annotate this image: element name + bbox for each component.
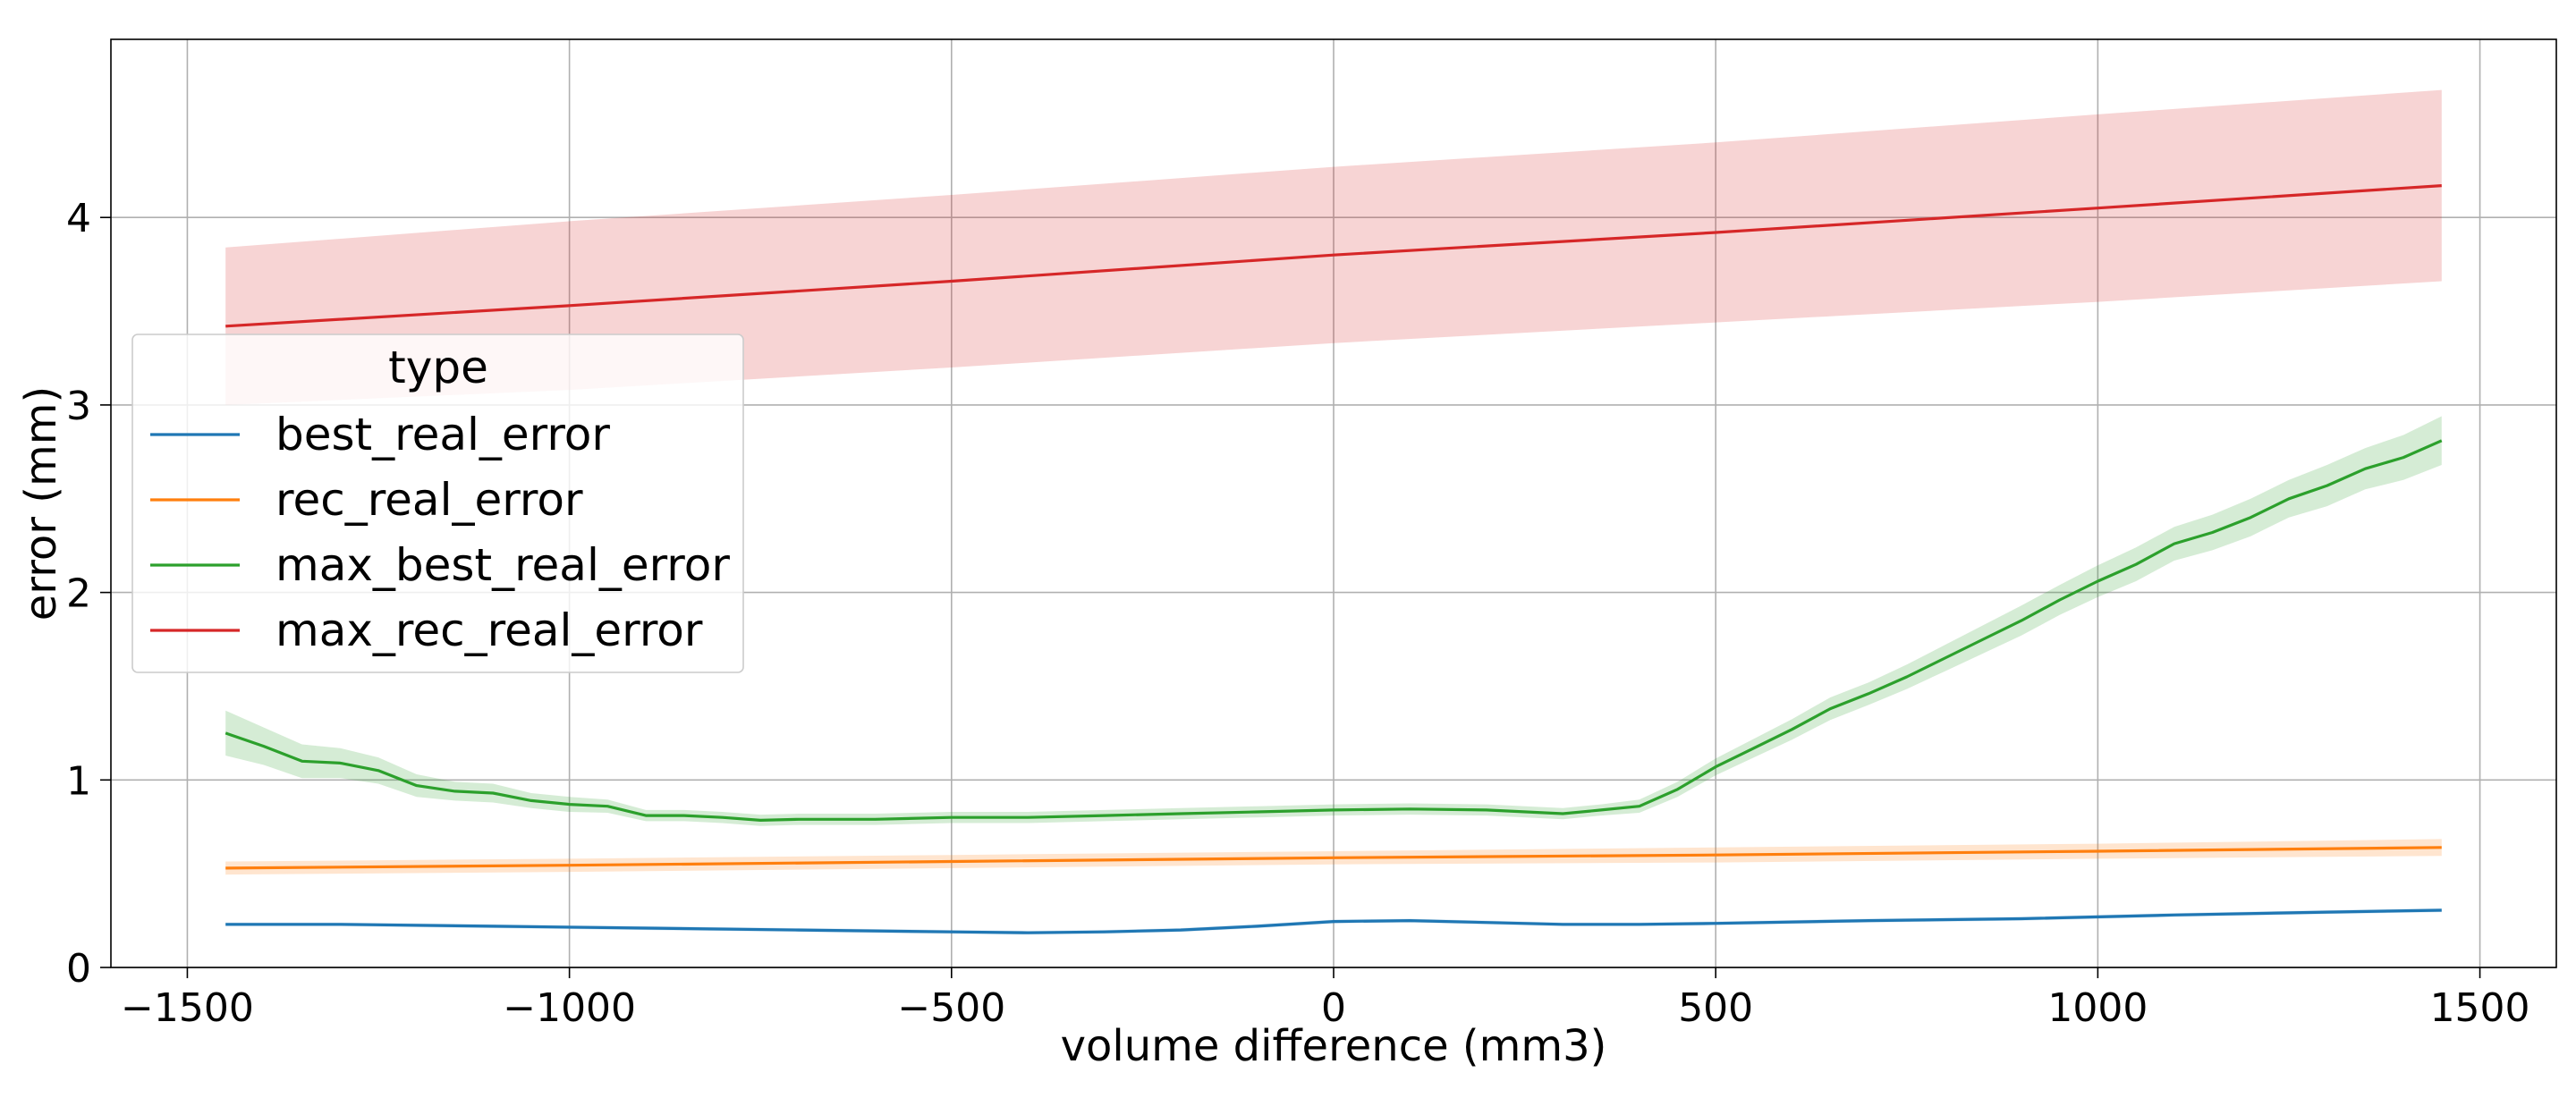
x-tick-label: 0 bbox=[1321, 985, 1346, 1031]
legend-entries: best_real_error rec_real_error max_best_re… bbox=[150, 409, 730, 656]
max-best-real-error-line bbox=[225, 439, 2443, 823]
x-tick-label: 1500 bbox=[2430, 985, 2530, 1031]
y-tick-label: 2 bbox=[66, 571, 91, 617]
legend-label-rec-real-error: rec_real_error bbox=[275, 474, 583, 526]
legend-label-best-real-error: best_real_error bbox=[275, 409, 610, 460]
legend-label-max-rec-real-error: max_rec_real_error bbox=[275, 604, 703, 656]
x-tick-label: −500 bbox=[897, 985, 1005, 1031]
series-lines bbox=[225, 184, 2443, 934]
max-rec-real-error-line bbox=[225, 184, 2442, 328]
axis-ticks: −1500 −1000 −500 0 500 1000 1500 0 1 2 3 4 bbox=[66, 196, 2530, 1031]
y-tick-label: 0 bbox=[66, 946, 91, 992]
rec-real-error-line bbox=[225, 846, 2442, 870]
x-tick-label: 1000 bbox=[2047, 985, 2148, 1031]
legend-box bbox=[131, 334, 744, 673]
x-tick-label: −1000 bbox=[503, 985, 636, 1031]
legend-label-max-best-real-error: max_best_real_error bbox=[275, 539, 730, 591]
x-axis-label: volume difference (mm3) bbox=[1061, 1021, 1607, 1071]
y-tick-label: 4 bbox=[66, 196, 91, 241]
best-real-error-line bbox=[225, 908, 2442, 934]
legend: type best_real_error rec_real_error max_be… bbox=[131, 334, 744, 673]
y-tick-label: 3 bbox=[66, 384, 91, 429]
y-tick-label: 1 bbox=[66, 758, 91, 804]
y-axis-label: error (mm) bbox=[16, 386, 66, 621]
max-best-real-error-band bbox=[225, 416, 2442, 826]
legend-title: type bbox=[388, 342, 488, 393]
x-tick-label: −1500 bbox=[121, 985, 254, 1031]
max-rec-real-error-band bbox=[225, 89, 2442, 405]
x-tick-label: 500 bbox=[1678, 985, 1753, 1031]
